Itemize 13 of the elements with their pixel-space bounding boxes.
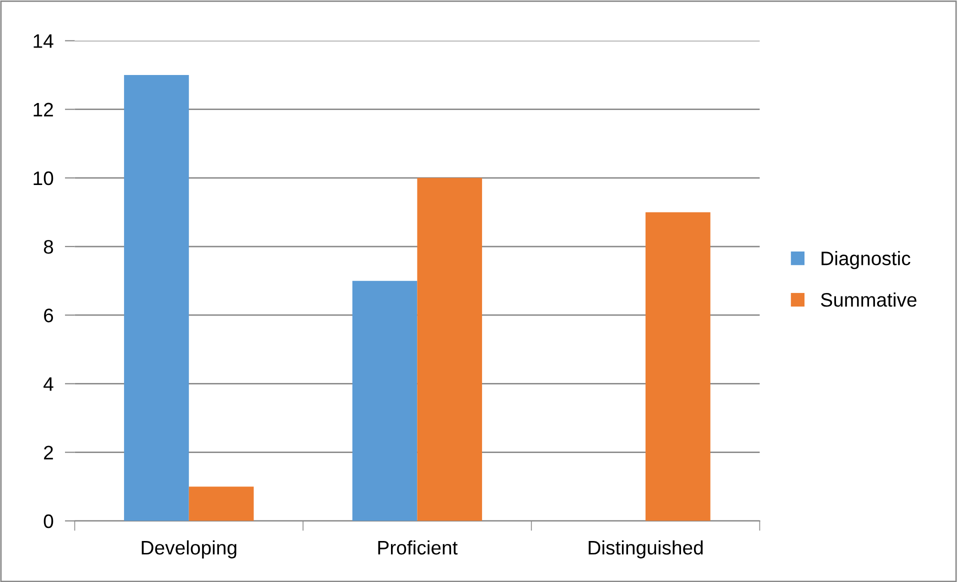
x-tick-label: Proficient	[378, 540, 458, 555]
y-tick-label: 2	[44, 446, 53, 460]
y-tick-label: 10	[34, 171, 54, 186]
y-tick-label: 0	[44, 514, 54, 528]
y-tick-label: 12	[34, 102, 53, 116]
x-tick-label: Developing	[142, 540, 236, 558]
y-tick-label: 6	[44, 308, 54, 322]
y-tick-label: 4	[44, 377, 54, 391]
y-tick-label: 14	[34, 34, 54, 48]
y-tick-label: 8	[44, 240, 54, 254]
x-tick-label: Distinguished	[588, 540, 703, 558]
legend-label: Diagnostic	[822, 251, 910, 270]
legend-label: Summative	[820, 292, 916, 307]
